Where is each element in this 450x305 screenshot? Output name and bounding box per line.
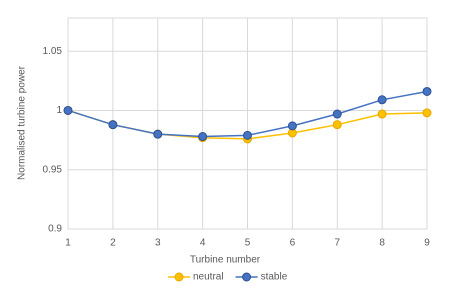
x-tick-label: 4: [200, 238, 206, 249]
x-tick-label: 2: [110, 238, 116, 249]
data-point: [332, 120, 342, 130]
legend-label: neutral: [193, 272, 224, 283]
data-point: [422, 86, 432, 96]
y-tick-label: 1.05: [43, 46, 63, 57]
x-tick-label: 6: [290, 238, 296, 249]
x-tick-label: 9: [424, 238, 430, 249]
y-axis-label: Normalised turbine power: [17, 65, 28, 180]
x-tick-label: 1: [65, 238, 71, 249]
y-tick-label: 0.9: [48, 224, 62, 235]
data-point: [422, 108, 432, 118]
x-tick-label: 7: [334, 238, 340, 249]
legend-label: stable: [261, 272, 288, 283]
data-point: [63, 105, 73, 115]
y-tick-label: 0.95: [43, 164, 63, 175]
data-point: [243, 130, 252, 140]
legend-marker: [174, 272, 184, 282]
x-tick-label: 8: [379, 238, 385, 249]
data-point: [377, 109, 387, 119]
data-point: [153, 129, 163, 139]
legend-marker: [242, 272, 252, 282]
x-axis-label: Turbine number: [190, 255, 261, 266]
data-point: [287, 121, 297, 131]
y-tick-label: 1: [56, 105, 62, 116]
x-tick-label: 5: [245, 238, 251, 249]
data-point: [377, 95, 387, 105]
data-point: [198, 132, 208, 142]
data-point: [108, 120, 118, 130]
data-point: [332, 109, 342, 119]
x-tick-label: 3: [155, 238, 161, 249]
